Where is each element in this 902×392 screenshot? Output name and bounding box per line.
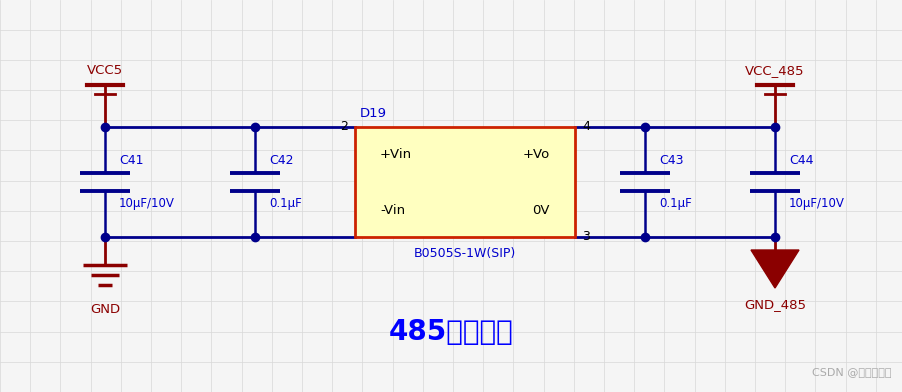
- Text: C41: C41: [119, 154, 143, 167]
- Text: +Vo: +Vo: [522, 147, 549, 160]
- Text: 0.1μF: 0.1μF: [269, 197, 301, 210]
- Text: 4: 4: [582, 120, 589, 134]
- Text: 10μF/10V: 10μF/10V: [119, 197, 175, 210]
- Text: D19: D19: [360, 107, 387, 120]
- Text: 0V: 0V: [532, 203, 549, 216]
- Text: C44: C44: [788, 154, 813, 167]
- Bar: [354, 127, 575, 237]
- Polygon shape: [750, 250, 798, 288]
- Text: VCC_485: VCC_485: [744, 64, 804, 77]
- Text: GND: GND: [90, 303, 120, 316]
- Text: B0505S-1W(SIP): B0505S-1W(SIP): [413, 247, 516, 260]
- Text: C43: C43: [658, 154, 683, 167]
- Text: 485隔离电源: 485隔离电源: [389, 318, 513, 346]
- Text: +Vin: +Vin: [380, 147, 411, 160]
- Text: GND_485: GND_485: [743, 298, 805, 311]
- Text: 10μF/10V: 10μF/10V: [788, 197, 844, 210]
- Text: 0.1μF: 0.1μF: [658, 197, 691, 210]
- Text: VCC5: VCC5: [87, 64, 123, 77]
- Text: 3: 3: [582, 230, 589, 243]
- Text: CSDN @大牛玫城狮: CSDN @大牛玫城狮: [811, 367, 890, 377]
- Text: C42: C42: [269, 154, 293, 167]
- Text: -Vin: -Vin: [380, 203, 405, 216]
- Text: 2: 2: [340, 120, 347, 134]
